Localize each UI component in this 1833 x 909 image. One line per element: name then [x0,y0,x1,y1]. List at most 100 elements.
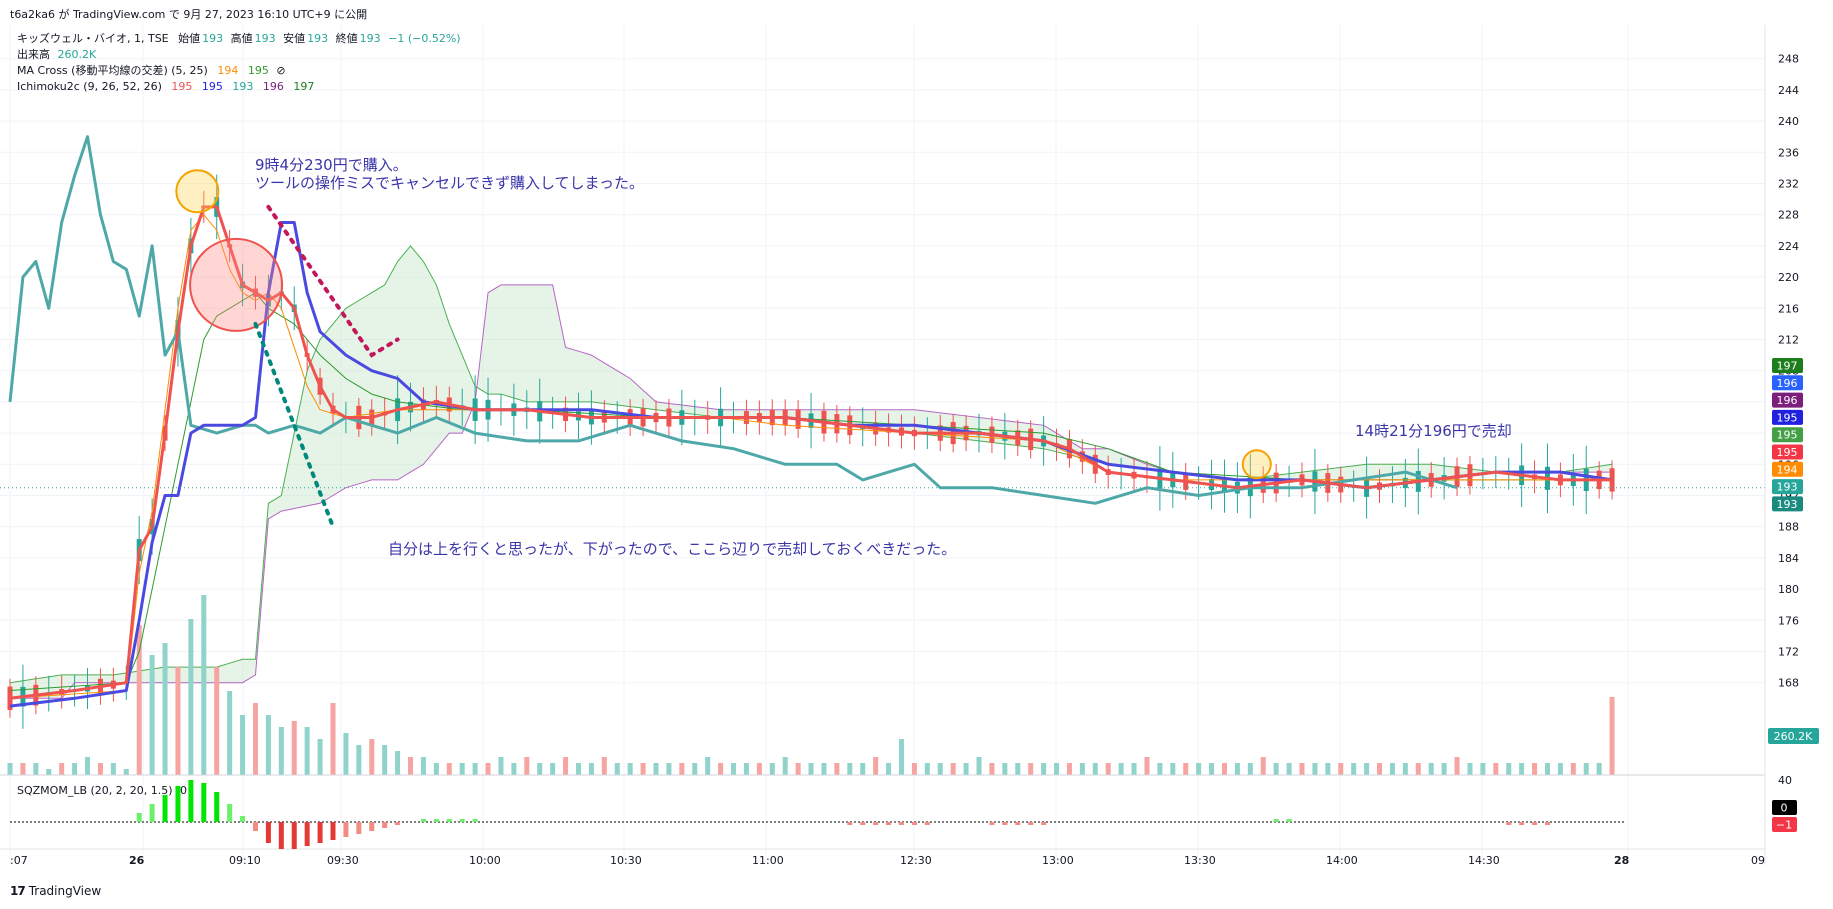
ichimoku-value-3: 193 [232,80,254,93]
volume-value: 260.2K [57,48,97,61]
volume-bar [1054,763,1060,775]
squeeze-bar [1519,822,1525,825]
volume-bar [446,763,452,775]
squeeze-bar [188,780,194,822]
volume-bar [898,739,904,775]
volume-bar [705,757,711,775]
volume-bar [989,763,995,775]
volume-bar [214,667,220,775]
squeeze-bar [291,822,297,849]
squeeze-bar [162,795,168,822]
header-bar: t6a2ka6 が TradingView.com で 9月 27, 2023 … [0,0,1833,22]
volume-bar [97,763,103,775]
volume-bar [343,733,349,775]
volume-axis-label: 40 [1778,774,1792,787]
squeeze-bar [240,816,246,822]
volume-bar [20,763,26,775]
squeeze-badge [1772,817,1797,832]
squeeze-bar [1015,822,1021,825]
published-info: t6a2ka6 が TradingView.com で 9月 27, 2023 … [10,8,368,21]
volume-bar [1583,763,1589,775]
volume-bar [1493,763,1499,775]
price-badge [1772,409,1803,425]
volume-histogram [7,595,1615,775]
volume-bar [1131,763,1137,775]
price-badge-label: 193 [1777,481,1798,494]
volume-bar [769,763,775,775]
grid-lines [0,25,1766,865]
sell-note-annotation[interactable]: 自分は上を行くと思ったが、下がったので、ここら辺りで売却しておくべきだった。 [388,540,957,558]
volume-bar [847,763,853,775]
squeeze-bar [420,819,426,822]
volume-bar [188,619,194,775]
price-badge [1772,461,1803,477]
legend-volume-row[interactable]: 出来高 260.2K [17,47,96,62]
price-badge [1772,479,1803,495]
squeeze-bar [989,822,995,825]
price-badge-label: 195 [1777,411,1798,424]
squeeze-bar [1028,822,1034,825]
squeeze-momentum-panel: 0 −1 [10,780,1797,849]
volume-bar [692,763,698,775]
high-label: 高値 [230,32,253,45]
volume-bar [1105,763,1111,775]
volume-bar [640,763,646,775]
volume-bar [911,763,917,775]
squeeze-bar [1532,822,1538,825]
squeeze-bar [873,822,879,825]
squeeze-bar [214,792,220,822]
footer: 17 TradingView [10,884,101,898]
volume-bar [485,763,491,775]
legend-ma-row[interactable]: MA Cross (移動平均線の交差) (5, 25) 194 195 ⊘ [17,63,286,78]
price-badge [1772,375,1803,391]
squeeze-bar [304,822,310,846]
volume-bar [524,757,530,775]
volume-bar [1402,763,1408,775]
volume-bar [1312,763,1318,775]
price-badge-label: 195 [1777,446,1798,459]
volume-bar [537,763,543,775]
volume-bar [1454,757,1460,775]
volume-bar [1441,763,1447,775]
volume-bar [886,763,892,775]
sell-point-dotted-arrow [253,321,335,529]
y-tick-label: 172 [1778,646,1799,659]
open-label: 始値 [178,32,201,45]
volume-bar [7,763,13,775]
sell-annotation[interactable]: 14時21分196円で売却 [1355,422,1512,440]
volume-bar [1570,763,1576,775]
volume-bar [679,763,685,775]
squeeze-bar [227,804,233,822]
ma-value-2: 195 [247,64,269,77]
legend-symbol-row[interactable]: キッズウェル・バイオ, 1, TSE 始値 193 高値 193 安値 193 終値 1… [17,31,461,46]
volume-bar [408,757,414,775]
volume-bar [1377,763,1383,775]
open-value: 193 [202,32,224,45]
volume-bar [498,757,504,775]
ichimoku-value-1: 195 [171,80,193,93]
volume-bar [1183,763,1189,775]
price-badge [1772,496,1803,512]
squeeze-value: 0 [180,784,188,797]
volume-bar [278,727,284,775]
squeeze-bar [265,822,271,843]
y-tick-label: 220 [1778,271,1799,284]
decline-marker-circle [189,237,284,332]
squeeze-bar [149,804,155,822]
squeeze-bar [330,822,336,840]
ma-label: MA Cross (移動平均線の交差) (5, 25) [17,64,208,77]
volume-bar [472,763,478,775]
y-tick-label: 184 [1778,552,1799,565]
legend-ichimoku-row[interactable]: Ichimoku2c (9, 26, 52, 26) 195 195 193 1… [17,79,314,94]
squeeze-legend[interactable]: SQZMOM_LB (20, 2, 20, 1.5) 0 [17,784,187,797]
buy-annotation[interactable]: 9時4分230円で購入。 ツールの操作ミスでキャンセルできず購入してしまった。 [255,156,644,192]
squeeze-bar [1273,819,1279,822]
volume-bar [1609,697,1615,775]
squeeze-badge [1772,800,1797,815]
x-tick-label: 13:00 [1042,854,1074,867]
y-tick-label: 168 [1778,677,1799,690]
volume-bar [588,763,594,775]
ichimoku-label: Ichimoku2c (9, 26, 52, 26) [17,80,162,93]
volume-bar [756,763,762,775]
